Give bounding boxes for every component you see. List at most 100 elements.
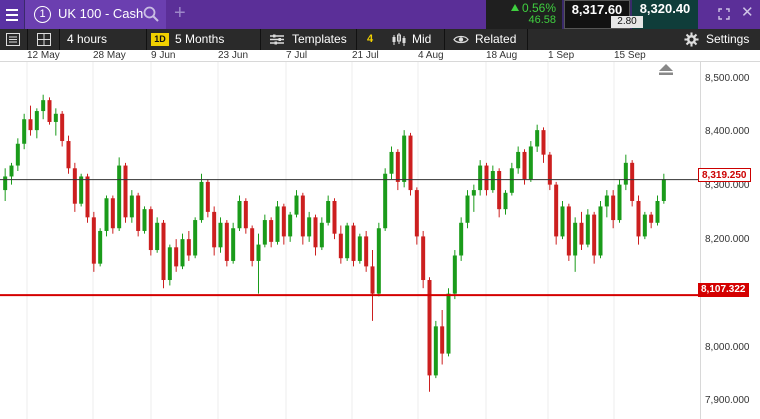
candle-body bbox=[129, 195, 134, 218]
candle-body bbox=[123, 165, 128, 218]
current-price-tag: 8,319.250 bbox=[698, 168, 751, 182]
templates-icon bbox=[270, 34, 284, 45]
settings-button[interactable]: Settings bbox=[706, 32, 750, 46]
candlestick-chart bbox=[0, 62, 700, 419]
candle-body bbox=[237, 200, 242, 229]
candle-body bbox=[307, 217, 312, 237]
candle-body bbox=[345, 225, 350, 259]
x-tick-label: 1 Sep bbox=[548, 50, 575, 61]
info-number-icon: 1 bbox=[34, 6, 51, 23]
candle-body bbox=[554, 184, 559, 237]
candle-body bbox=[383, 173, 388, 229]
candle-body bbox=[262, 220, 267, 245]
x-tick-label: 28 May bbox=[93, 50, 126, 61]
window-controls: ✕ bbox=[698, 0, 760, 29]
candle-body bbox=[281, 206, 286, 237]
bar-chart-icon[interactable] bbox=[391, 33, 407, 46]
price-type-selector[interactable]: Mid bbox=[412, 32, 432, 46]
candle-body bbox=[186, 239, 191, 256]
candle-body bbox=[433, 326, 438, 376]
interval-selector[interactable]: 4 hours bbox=[67, 32, 108, 46]
x-tick-label: 4 Aug bbox=[418, 50, 444, 61]
candle-body bbox=[193, 220, 198, 256]
candle-body bbox=[9, 165, 14, 177]
chart-plot-area[interactable] bbox=[0, 62, 700, 419]
x-tick-label: 12 May bbox=[27, 50, 60, 61]
candle-body bbox=[269, 220, 274, 242]
templates-button[interactable]: Templates bbox=[292, 32, 347, 46]
candle-body bbox=[630, 162, 635, 201]
candle-body bbox=[490, 171, 495, 191]
spread-badge: 2.80 bbox=[611, 16, 643, 28]
candle-body bbox=[110, 198, 115, 229]
candle-body bbox=[3, 176, 8, 191]
candle-body bbox=[402, 135, 407, 182]
level-price-tag: 8,107.322 bbox=[698, 283, 749, 297]
candle-body bbox=[516, 151, 521, 169]
candle-body bbox=[465, 195, 470, 223]
buy-price-button[interactable]: 8,320.40 bbox=[632, 0, 698, 29]
candle-body bbox=[136, 195, 141, 231]
range-badge: 1D bbox=[151, 33, 169, 46]
gear-icon[interactable] bbox=[684, 32, 699, 47]
candle-body bbox=[566, 206, 571, 256]
candle-body bbox=[250, 228, 255, 261]
candle-body bbox=[91, 217, 96, 264]
grid-icon[interactable] bbox=[37, 33, 51, 46]
candle-body bbox=[585, 214, 590, 245]
candle-body bbox=[604, 195, 609, 207]
menu-icon[interactable] bbox=[0, 0, 24, 29]
range-selector[interactable]: 5 Months bbox=[175, 32, 225, 46]
candle-body bbox=[427, 280, 432, 376]
price-change: 0.56% 46.58 bbox=[486, 0, 562, 29]
candle-body bbox=[471, 190, 476, 196]
candle-body bbox=[573, 222, 578, 256]
candle-body bbox=[395, 151, 400, 182]
candle-body bbox=[256, 244, 261, 261]
candle-body bbox=[364, 236, 369, 267]
candle-body bbox=[243, 200, 248, 229]
add-icon[interactable]: + bbox=[174, 2, 186, 24]
candle-body bbox=[522, 151, 527, 180]
y-tick-label: 8,200.000 bbox=[705, 234, 750, 245]
candle-body bbox=[199, 181, 204, 221]
candle-body bbox=[541, 130, 546, 155]
candle-body bbox=[117, 165, 122, 229]
candle-body bbox=[224, 222, 229, 261]
candle-body bbox=[41, 100, 46, 112]
search-icon[interactable] bbox=[142, 5, 160, 23]
y-tick-label: 8,300.000 bbox=[705, 180, 750, 191]
top-bar: 1 UK 100 - Cash + 0.56% 46.58 8,317.60 8… bbox=[0, 0, 760, 29]
eye-icon bbox=[453, 35, 469, 44]
candle-body bbox=[79, 176, 84, 204]
candle-body bbox=[547, 154, 552, 185]
y-axis: 8,500.000 8,400.000 8,300.000 8,200.000 … bbox=[700, 62, 760, 419]
candle-body bbox=[142, 209, 147, 231]
scroll-to-end-icon[interactable] bbox=[658, 63, 674, 76]
candle-body bbox=[636, 200, 641, 237]
candle-body bbox=[34, 111, 39, 131]
candle-body bbox=[205, 181, 210, 212]
candle-body bbox=[161, 222, 166, 281]
candle-body bbox=[655, 200, 660, 223]
candle-body bbox=[167, 247, 172, 281]
list-icon[interactable] bbox=[6, 33, 20, 46]
candle-body bbox=[579, 222, 584, 245]
up-arrow-icon bbox=[510, 4, 519, 11]
candle-body bbox=[351, 225, 356, 261]
tab-strip: + bbox=[166, 0, 486, 29]
candle-body bbox=[180, 239, 185, 267]
related-button[interactable]: Related bbox=[475, 32, 517, 46]
candle-body bbox=[440, 326, 445, 354]
instrument-selector[interactable]: 1 UK 100 - Cash bbox=[25, 0, 166, 29]
candle-body bbox=[15, 143, 20, 166]
chart-toolbar: 4 hours 1D 5 Months Templates 4 Mid Rela… bbox=[0, 29, 760, 50]
candle-body bbox=[497, 171, 502, 210]
x-tick-label: 15 Sep bbox=[614, 50, 646, 61]
candle-body bbox=[408, 135, 413, 191]
expand-icon[interactable] bbox=[718, 8, 730, 20]
close-icon[interactable]: ✕ bbox=[741, 4, 754, 21]
candle-body bbox=[528, 146, 533, 180]
candle-body bbox=[85, 176, 90, 218]
